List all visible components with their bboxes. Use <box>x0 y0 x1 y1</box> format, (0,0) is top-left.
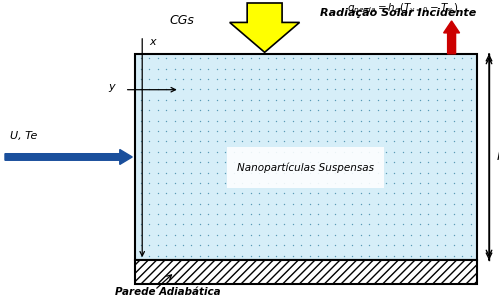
Text: CGs: CGs <box>170 14 195 28</box>
FancyArrow shape <box>230 3 299 52</box>
Bar <box>135 54 477 260</box>
Text: x: x <box>150 37 156 47</box>
Text: y: y <box>108 82 115 92</box>
Text: Radiação Solar Incidente: Radiação Solar Incidente <box>319 8 476 19</box>
Bar <box>227 147 384 188</box>
Text: Parede Adiabática: Parede Adiabática <box>115 287 221 297</box>
Text: H: H <box>497 150 499 164</box>
FancyArrow shape <box>5 150 132 164</box>
Text: Nanopartículas Suspensas: Nanopartículas Suspensas <box>237 162 374 173</box>
Text: $q_{perda} = h_e(T_{y=0}-T_{\infty})$: $q_{perda} = h_e(T_{y=0}-T_{\infty})$ <box>347 2 458 16</box>
Bar <box>135 260 477 284</box>
Text: U, Te: U, Te <box>10 131 37 141</box>
FancyArrow shape <box>444 21 460 54</box>
